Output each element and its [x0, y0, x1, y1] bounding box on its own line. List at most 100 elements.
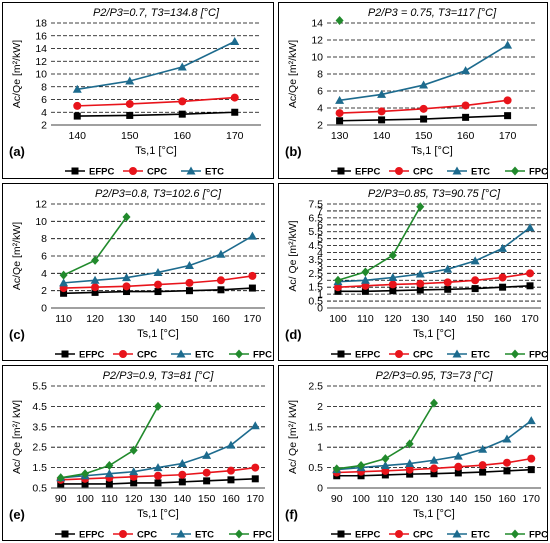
legend-marker [395, 350, 403, 358]
data-point [419, 80, 429, 89]
data-point [248, 284, 256, 292]
x-tick-label: 170 [521, 313, 539, 325]
data-point [381, 471, 389, 479]
x-axis-label: Ts,1 [°C] [413, 508, 455, 520]
y-axis-label: Ac/Qe [m²/kW] [11, 222, 23, 290]
legend-label: EFPC [79, 350, 104, 361]
data-point [251, 475, 259, 483]
x-tick-label: 140 [439, 313, 457, 325]
data-point [56, 473, 65, 483]
data-point [443, 264, 453, 273]
panel-label: (c) [9, 327, 25, 342]
data-point [526, 282, 534, 290]
data-point [388, 272, 398, 281]
data-point [478, 444, 488, 453]
legend-item-cpc: CPC [389, 167, 433, 178]
y-tick-label: 6 [41, 94, 47, 106]
data-point [498, 273, 507, 282]
data-point [178, 470, 187, 479]
data-point [73, 112, 81, 120]
x-tick-label: 150 [474, 493, 492, 505]
data-point [216, 249, 226, 258]
legend-item-cpc: CPC [113, 350, 157, 361]
chart-panel-e: 0.5 1.5 2.5 3.5 4.5 5.5 90 100 110 120 130 140 150 16… [2, 365, 274, 541]
y-tick-label: 2.5 [32, 442, 47, 454]
series-etc [333, 223, 535, 286]
chart-panel-f: 0 0.5 1 1.5 2 2.5 90 100 110 120 130 140 150 160 170 P2… [278, 365, 548, 541]
chart-svg: 0 2 4 6 8 10 12 110 120 130 140 150 160 170 P2/P3=0.8,… [9, 188, 272, 361]
data-point [499, 283, 507, 291]
data-point [336, 117, 344, 125]
chart-panel-a: 2 4 6 8 10 12 14 16 18 140 150 160 170 P2/P3=0.7, T3=… [2, 2, 274, 179]
x-tick-label: 140 [174, 493, 192, 505]
legend-marker [395, 530, 403, 538]
data-point [380, 461, 390, 470]
legend-marker [119, 350, 127, 358]
x-tick-label: 160 [498, 493, 516, 505]
legend-marker [511, 529, 519, 539]
y-tick-label: 1 [317, 289, 323, 301]
chart-title: P2/P3=0.7, T3=134.8 [°C] [93, 7, 220, 19]
x-tick-label: 130 [425, 493, 443, 505]
y-tick-label: 14 [35, 43, 47, 55]
legend-marker [337, 530, 345, 538]
data-point [185, 287, 193, 295]
series-fpc [56, 401, 162, 483]
legend-label: CPC [137, 350, 157, 361]
legend-label: ETC [195, 350, 214, 361]
data-point [185, 278, 194, 287]
x-tick-label: 130 [118, 313, 136, 325]
data-point [73, 101, 82, 110]
data-point [361, 281, 370, 290]
legend-item-cpc: CPC [389, 350, 433, 360]
data-point [498, 243, 508, 252]
y-axis-label: Ac/Qe [m²/kW] [11, 40, 23, 108]
y-tick-label: 18 [35, 18, 47, 30]
x-tick-label: 150 [198, 493, 216, 505]
series-etc [72, 36, 240, 93]
data-point [470, 256, 480, 265]
y-tick-label: 2 [317, 401, 323, 413]
data-point [202, 468, 211, 477]
series-cpc [333, 269, 535, 292]
legend-item-cpc: CPC [389, 530, 433, 540]
series-line [77, 96, 235, 107]
data-point [357, 461, 366, 471]
legend-label: CPC [137, 530, 157, 541]
data-point [154, 479, 162, 487]
data-point [405, 465, 414, 474]
data-point [377, 107, 386, 116]
y-tick-label: 8 [41, 81, 47, 93]
y-tick-label: 16 [35, 30, 47, 42]
x-tick-label: 140 [373, 130, 391, 142]
chart-title: P2/P3 = 0.75, T3=117 [°C] [368, 7, 497, 19]
data-point [430, 470, 438, 478]
legend-label: FPC [253, 350, 272, 361]
data-point [123, 288, 131, 296]
legend-marker [129, 167, 137, 175]
data-point [153, 267, 163, 276]
x-tick-label: 90 [55, 493, 67, 505]
data-point [227, 476, 235, 484]
y-tick-label: 5 [317, 233, 323, 245]
y-tick-label: 0.5 [32, 483, 47, 495]
y-tick-label: 12 [311, 35, 323, 47]
series-fpc [332, 398, 438, 474]
y-tick-label: 6 [317, 86, 323, 98]
chart-svg: 0 0.5 1 1.5 2 2.5 90 100 110 120 130 140 150 160 170 P2… [285, 370, 547, 540]
legend-marker [235, 349, 243, 359]
data-point [479, 468, 487, 476]
x-tick-label: 170 [523, 493, 541, 505]
y-tick-label: 0.5 [308, 462, 323, 474]
data-point [406, 470, 414, 478]
y-tick-label: 2.5 [308, 381, 323, 393]
series-etc [335, 40, 513, 104]
y-tick-label: 1 [317, 442, 323, 454]
y-tick-label: 0 [317, 483, 323, 495]
x-tick-label: 150 [466, 313, 484, 325]
y-tick-label: 3 [317, 261, 323, 273]
y-tick-label: 0 [41, 303, 47, 315]
legend-marker [452, 349, 462, 358]
x-axis-label: Ts,1 [°C] [411, 145, 453, 157]
data-point [72, 84, 82, 93]
